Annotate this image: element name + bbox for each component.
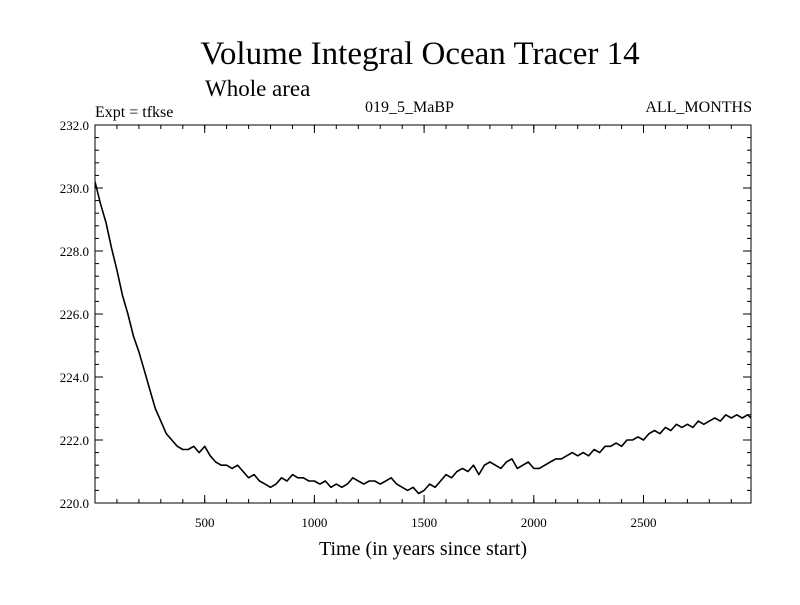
y-tick-label: 224.0 — [60, 370, 89, 385]
period-label: ALL_MONTHS — [645, 99, 752, 116]
y-tick-label: 230.0 — [60, 181, 89, 196]
series-layer — [95, 181, 751, 495]
x-tick-label: 2500 — [631, 515, 657, 530]
x-tick-label: 2000 — [521, 515, 547, 530]
y-tick-label: 222.0 — [60, 433, 89, 448]
x-tick-label: 1000 — [301, 515, 327, 530]
axis-ticks: 500 1000 1500 2000 2500 220.0 222.0 224.0 226.0 2… — [60, 118, 751, 530]
run-label: 019_5_MaBP — [365, 99, 454, 116]
chart-subtitle: Whole area — [205, 76, 310, 101]
expt-label: Expt = tfkse — [95, 104, 173, 121]
y-tick-label: 232.0 — [60, 118, 89, 133]
chart-title: Volume Integral Ocean Tracer 14 — [200, 36, 639, 72]
series-line — [95, 181, 751, 495]
y-tick-label: 226.0 — [60, 307, 89, 322]
x-tick-label: 1500 — [411, 515, 437, 530]
x-axis-label: Time (in years since start) — [319, 538, 527, 560]
x-tick-label: 500 — [195, 515, 215, 530]
y-tick-label: 220.0 — [60, 496, 89, 511]
y-tick-label: 228.0 — [60, 244, 89, 259]
